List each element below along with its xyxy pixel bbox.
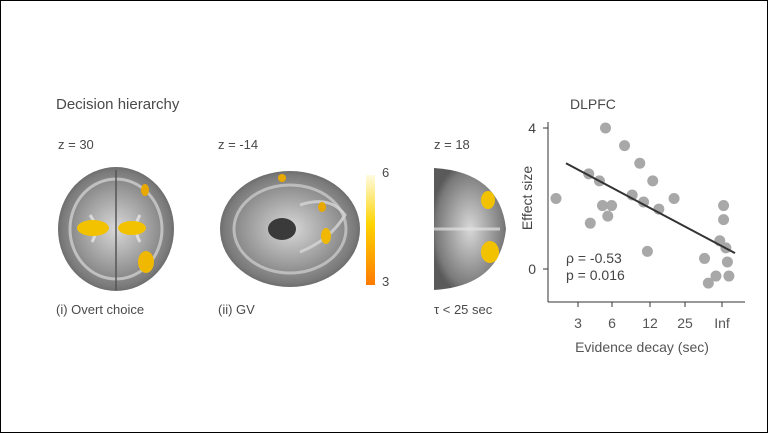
data-point bbox=[619, 140, 631, 152]
caption-panel-3: τ < 25 sec bbox=[434, 302, 493, 317]
colorbar-max-label: 6 bbox=[382, 165, 390, 180]
z-label-panel-2: z = -14 bbox=[218, 137, 259, 152]
data-point bbox=[723, 270, 735, 282]
x-tick-label: 25 bbox=[677, 315, 693, 331]
caption-panel-1: (i) Overt choice bbox=[56, 302, 145, 317]
data-point bbox=[702, 277, 714, 289]
brain-slice-tau bbox=[434, 168, 506, 290]
rho-annotation: ρ = -0.53 bbox=[566, 250, 622, 266]
data-point bbox=[641, 245, 653, 257]
x-axis-label: Evidence decay (sec) bbox=[575, 339, 709, 355]
brain-slice-gv bbox=[220, 171, 360, 287]
colorbar bbox=[366, 175, 375, 285]
colorbar-min-label: 3 bbox=[382, 274, 390, 289]
data-point bbox=[710, 270, 722, 282]
data-point bbox=[699, 252, 711, 264]
data-point bbox=[638, 196, 650, 208]
data-point bbox=[606, 200, 618, 212]
caption-panel-2: (ii) GV bbox=[218, 302, 255, 317]
y-tick-label: 4 bbox=[528, 120, 536, 136]
x-tick-label: 12 bbox=[642, 315, 658, 331]
data-point bbox=[634, 157, 646, 169]
data-point bbox=[718, 214, 730, 226]
data-point bbox=[596, 200, 608, 212]
chart-title: DLPFC bbox=[570, 96, 616, 112]
x-tick-label: 3 bbox=[574, 315, 582, 331]
data-point bbox=[602, 210, 614, 222]
data-point bbox=[600, 122, 612, 134]
y-axis-label: Effect size bbox=[519, 166, 535, 231]
data-point bbox=[721, 256, 733, 268]
z-label-panel-1: z = 30 bbox=[58, 137, 94, 152]
z-label-panel-3: z = 18 bbox=[434, 137, 470, 152]
regression-line bbox=[565, 162, 736, 255]
brain-slice-overt-choice bbox=[58, 167, 174, 291]
data-point bbox=[584, 217, 596, 229]
data-point bbox=[550, 193, 562, 204]
y-tick-label: 0 bbox=[528, 261, 536, 277]
scatter-chart: 0 4 3 6 12 25 Inf ρ = -0.53p = 0.016 Evidence… bbox=[519, 120, 745, 355]
data-point bbox=[647, 175, 659, 187]
x-tick-label: Inf bbox=[714, 315, 730, 331]
data-point bbox=[718, 200, 730, 212]
figure-title: Decision hierarchy bbox=[56, 96, 180, 113]
x-tick-label: 6 bbox=[608, 315, 616, 331]
data-point bbox=[668, 193, 680, 204]
p-value-annotation: p = 0.016 bbox=[566, 267, 625, 283]
